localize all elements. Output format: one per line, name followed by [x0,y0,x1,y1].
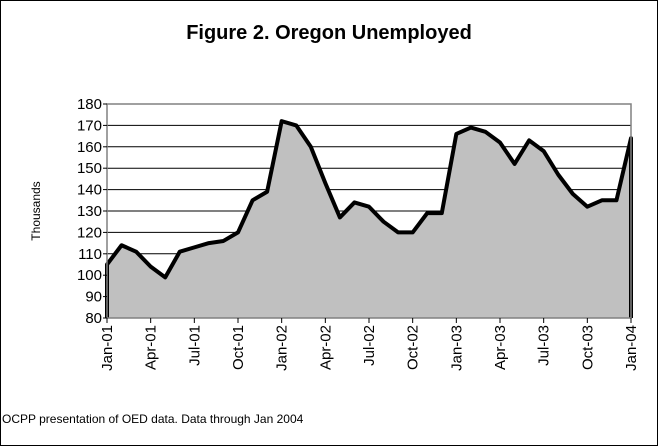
y-tick-110: 110 [78,246,102,263]
x-tick-Jul-02: Jul-02 [361,325,378,366]
x-tick-Apr-03: Apr-03 [492,325,509,370]
y-tick-140: 140 [77,182,102,199]
y-tick-180: 180 [77,96,102,113]
source-note: OCPP presentation of OED data. Data thro… [2,412,304,426]
y-tick-120: 120 [77,224,102,241]
y-tick-100: 100 [77,267,102,284]
x-tick-Apr-01: Apr-01 [143,325,160,370]
x-tick-Jul-01: Jul-01 [186,325,203,366]
y-tick-80: 80 [85,310,102,327]
y-axis-label: Thousands [29,181,43,240]
x-tick-Apr-02: Apr-02 [317,325,334,370]
x-tick-Jan-02: Jan-02 [274,325,291,371]
series-line [105,119,633,318]
chart-title: Figure 2. Oregon Unemployed [186,22,472,44]
y-tick-90: 90 [85,289,102,306]
x-tick-Oct-03: Oct-03 [579,325,596,370]
x-tick-Jul-03: Jul-03 [536,325,553,366]
x-tick-Jan-04: Jan-04 [623,325,640,371]
y-tick-150: 150 [77,160,102,177]
y-tick-170: 170 [77,117,102,134]
y-tick-160: 160 [77,139,102,156]
x-tick-Oct-02: Oct-02 [405,325,422,370]
x-tick-labels: Jan-01 Apr-01 Jul-01 Oct-01 Jan-02 Apr-02 Jul-… [99,318,640,371]
y-tick-labels: 80 90 100 110 120 130 140 150 160 170 180 [77,96,107,327]
x-tick-Jan-03: Jan-03 [448,325,465,371]
y-tick-130: 130 [77,203,102,220]
x-tick-Jan-01: Jan-01 [99,325,116,371]
data-area [107,121,631,319]
x-tick-Oct-01: Oct-01 [230,325,247,370]
